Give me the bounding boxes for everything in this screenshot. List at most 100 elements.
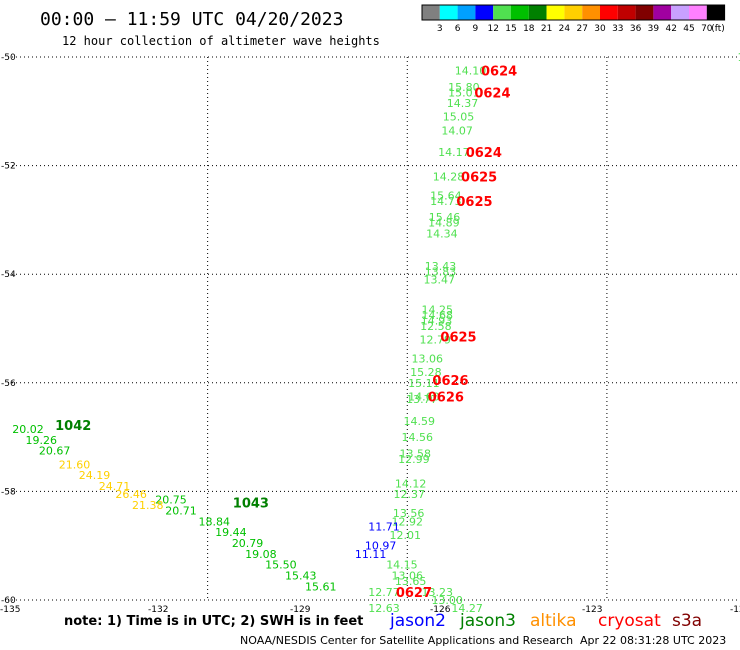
legend-unit: (ft) (711, 24, 725, 34)
satellite-legend: jason2 jason3 altika cryosat s3a (389, 611, 702, 631)
swh-value-label: 19.08 (245, 548, 277, 561)
legend-tick-label: 24 (559, 24, 571, 34)
swh-value-label: 13.65 (395, 575, 427, 588)
chart-title: 00:00 – 11:59 UTC 04/20/2023 (40, 9, 343, 30)
swh-value-label: 13.83 (425, 265, 457, 278)
swh-value-label: 14.60 (408, 390, 440, 403)
swh-value-label: 13.43 (425, 260, 457, 273)
x-tick-label: -129 (290, 605, 311, 615)
legend-swatch (706, 5, 725, 20)
swh-value-label: 12.79 (419, 333, 451, 346)
swh-value-label: 14.12 (395, 477, 427, 490)
x-tick-label: -123 (582, 605, 602, 615)
swh-value-label: 12.58 (420, 320, 452, 333)
swh-value-label: 24.71 (99, 480, 131, 493)
y-tick-label: -52 (1, 162, 16, 172)
grid-lines (8, 56, 740, 601)
swh-value-label: 14.89 (428, 217, 460, 230)
swh-value-label: 11.71 (368, 521, 400, 534)
satellite-label: jason2 (389, 611, 446, 631)
swh-value-label: 15.28 (410, 366, 442, 379)
swh-value-label: 12.99 (398, 453, 430, 466)
swh-value-label: 13.56 (393, 507, 425, 520)
y-tick-label: -60 (1, 596, 16, 606)
swh-value-label: 21.38 (132, 499, 164, 512)
legend-swatch (635, 5, 654, 20)
swh-value-label: 15.43 (285, 570, 317, 583)
legend-swatch (689, 5, 707, 20)
y-tick-label: -58 (1, 487, 16, 497)
swh-value-label: 12.37 (394, 488, 426, 501)
pass-time-label: 1043 (233, 496, 269, 511)
legend-swatch (617, 5, 636, 20)
swh-value-label: 14.10 (455, 65, 487, 78)
y-tick-label: -56 (1, 379, 16, 389)
swh-value-label: 19.44 (215, 526, 247, 539)
swh-value-label: 14.17 (438, 146, 470, 159)
swh-value-label: 14.59 (404, 415, 436, 428)
legend-tick-label: 15 (505, 24, 516, 34)
pass-time-label: 0626 (432, 374, 468, 389)
satellite-label: jason3 (459, 611, 516, 631)
legend-swatch (493, 5, 511, 20)
footer-timestamp: Apr 22 08:31:28 UTC 2023 (580, 634, 726, 647)
legend-swatch (422, 5, 440, 20)
legend-tick-label: 42 (665, 24, 676, 34)
swh-value-label: 12.01 (390, 529, 422, 542)
plot-area: -50 -52 -54 -56 -58 -60-135 -132 -129 -126 -123 -1… (0, 51, 740, 615)
legend-tick-label: 30 (594, 24, 606, 34)
legend-frame (421, 4, 726, 21)
swh-value-label: 12.92 (392, 515, 424, 528)
legend-swatch (457, 5, 476, 20)
pass-time-label: 0624 (466, 146, 502, 161)
swh-value-label: 15.11 (408, 377, 440, 390)
legend-swatch (439, 5, 458, 20)
swh-value-label: 14.56 (402, 431, 434, 444)
pass-time-label: 0625 (461, 170, 497, 185)
legend-swatch (671, 5, 689, 20)
legend-swatch (653, 5, 672, 20)
legend-swatch (546, 5, 565, 20)
swh-value-label: 12.77 (368, 586, 400, 599)
legend-swatch (600, 5, 618, 20)
swh-value-label: 14.68 (421, 309, 453, 322)
swh-value-label: 15.61 (305, 580, 337, 593)
swh-value-label: 12.50 (738, 51, 740, 64)
satellite-label: cryosat (598, 611, 661, 631)
swh-value-label: 20.75 (155, 494, 187, 507)
swh-value-label: 12.63 (368, 602, 400, 615)
swh-value-label: 13.23 (421, 586, 453, 599)
swh-value-label: 20.79 (232, 537, 264, 550)
swh-value-label: 15.46 (429, 211, 461, 224)
swh-value-label: 10.97 (365, 540, 397, 553)
legend-tick-label: 36 (630, 24, 642, 34)
y-tick-label: -50 (1, 53, 16, 63)
legend-tick-label: 12 (487, 24, 498, 34)
swh-value-label: 14.28 (433, 170, 465, 183)
color-scale-legend: 3 6 9 12 15 18 21 24 27 30 33 36 39 42 45 70(ft) (421, 4, 726, 34)
legend-tick-label: 39 (648, 24, 660, 34)
pass-time-label: 0625 (456, 195, 492, 210)
swh-value-label: 13.47 (423, 274, 455, 287)
swh-value-label: 14.73 (430, 195, 462, 208)
legend-swatch (475, 5, 494, 20)
swh-value-label: 20.67 (39, 445, 71, 458)
legend-tick-label: 70 (701, 24, 713, 34)
legend-swatch (511, 5, 529, 20)
swh-value-label: 24.19 (79, 469, 111, 482)
pass-time-label: 0626 (428, 390, 464, 405)
x-tick-label: -124 (730, 605, 740, 615)
swh-value-label: 15.05 (443, 111, 475, 124)
legend-tick-label: 21 (541, 24, 552, 34)
swh-value-label: 14.25 (421, 303, 453, 316)
swh-value-label: 20.02 (12, 423, 44, 436)
satellite-label: altika (530, 611, 577, 631)
swh-value-label: 13.06 (392, 570, 424, 583)
pass-time-label: 1042 (55, 419, 91, 434)
swh-value-label: 21.60 (59, 458, 91, 471)
legend-tick-label: 45 (683, 24, 694, 34)
legend-tick-label: 6 (455, 24, 461, 34)
swh-value-label: 13.06 (411, 352, 443, 365)
